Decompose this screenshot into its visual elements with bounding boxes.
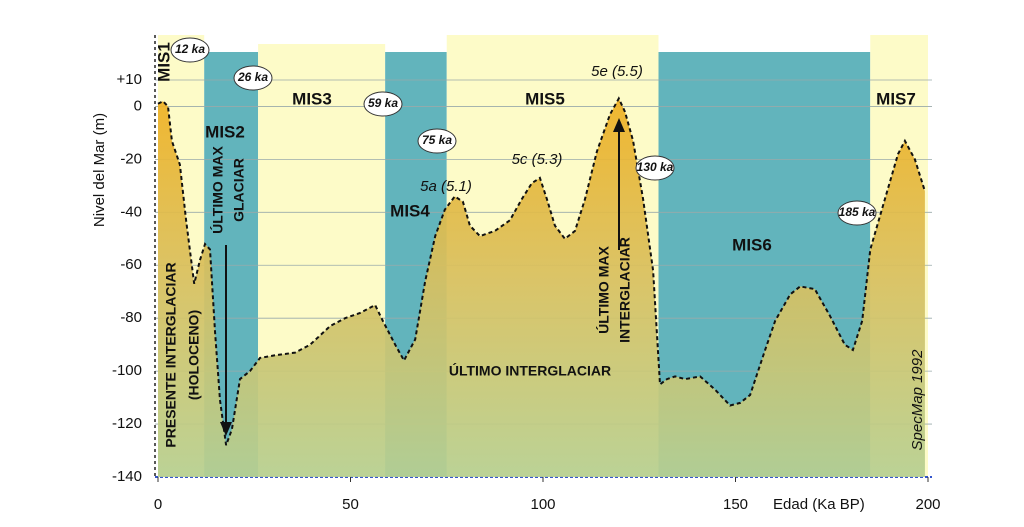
annotation: PRESENTE INTERGLACIAR	[163, 262, 179, 447]
y-tick-label: +10	[117, 71, 142, 88]
annotation: INTERGLACIAR	[617, 237, 633, 343]
arrow-head	[613, 118, 625, 132]
annotation: 5e (5.5)	[591, 63, 643, 80]
annotation: (HOLOCENO)	[186, 310, 202, 400]
boundary-label: 12 ka	[175, 42, 205, 56]
y-tick-label: 0	[134, 97, 142, 114]
annotation: GLACIAR	[231, 158, 247, 222]
annotation: ÚLTIMO MAX	[209, 146, 226, 234]
sea-level-line	[157, 96, 926, 446]
stage-label: MIS2	[205, 122, 245, 141]
boundary-label: 185 ka	[839, 205, 876, 219]
stage-label: MIS6	[732, 235, 772, 254]
x-tick-label: 150	[723, 496, 748, 513]
boundary-oval	[170, 37, 210, 63]
y-tick-label: -80	[120, 309, 142, 326]
boundary-label: 59 ka	[368, 96, 398, 110]
annotation: ÚLTIMO INTERGLACIAR	[449, 362, 611, 379]
x-tick-label: 200	[915, 496, 940, 513]
x-tick-label: 50	[342, 496, 359, 513]
boundary-label: 130 ka	[637, 160, 674, 174]
y-tick-label: -20	[120, 150, 142, 167]
arrow-head	[220, 422, 232, 436]
y-axis-label: Nivel del Mar (m)	[91, 113, 108, 227]
boundary-oval	[635, 155, 675, 181]
y-tick-label: -140	[112, 468, 142, 485]
stage-label: MIS1	[154, 42, 173, 82]
y-tick-label: -40	[120, 203, 142, 220]
x-tick-label: 100	[530, 496, 555, 513]
boundary-label: 26 ka	[237, 70, 268, 84]
x-axis-label: Edad (Ka BP)	[773, 496, 865, 513]
annotation: SpecMap 1992	[909, 349, 926, 451]
stage-label: MIS5	[525, 89, 565, 108]
sea-level-area	[158, 98, 925, 477]
annotation: ÚLTIMO MAX	[595, 246, 612, 334]
stage-label: MIS4	[390, 201, 430, 220]
y-tick-label: -120	[112, 415, 142, 432]
boundary-label: 75 ka	[422, 133, 452, 147]
y-tick-label: -60	[120, 256, 142, 273]
boundary-oval	[363, 91, 403, 117]
annotation: 5a (5.1)	[420, 178, 472, 195]
boundary-oval	[837, 200, 877, 226]
y-tick-label: -100	[112, 362, 142, 379]
annotation: 5c (5.3)	[512, 151, 563, 168]
boundary-oval	[417, 128, 457, 154]
stage-label: MIS3	[292, 89, 332, 108]
x-tick-label: 0	[154, 496, 162, 513]
stage-label: MIS7	[876, 89, 916, 108]
boundary-oval	[233, 65, 273, 91]
